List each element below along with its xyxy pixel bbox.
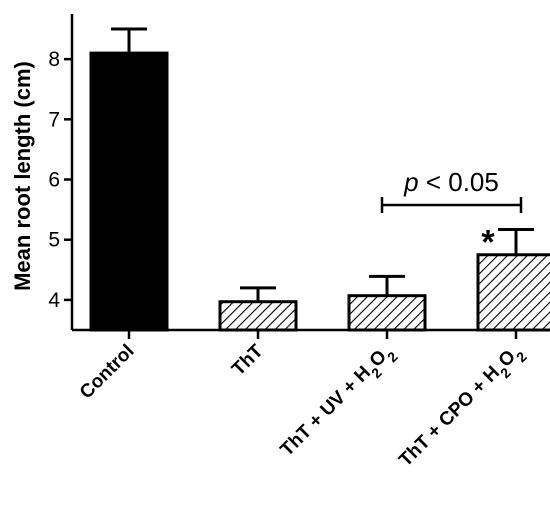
bar-2 — [347, 294, 427, 332]
x-tick-label-1: ThT — [228, 340, 268, 380]
y-tick-label-7: 7 — [48, 108, 60, 131]
bar-0 — [89, 51, 169, 332]
x-tick-label-2: ThT + UV + H2O2 — [277, 341, 401, 465]
x-tick-label-0: Control — [76, 341, 139, 404]
y-tick-label-4: 4 — [48, 289, 60, 312]
y-tick-label-6: 6 — [48, 169, 60, 192]
bar-1 — [218, 300, 298, 332]
y-tick-label-5: 5 — [48, 229, 60, 252]
bar-3 — [476, 253, 550, 332]
x-tick-label-3: ThT + CPO + H2O2 — [395, 341, 530, 476]
y-axis-title: Mean root length (cm) — [10, 61, 35, 291]
significance-star: * — [481, 223, 495, 261]
y-tick-label-8: 8 — [48, 48, 60, 71]
annotation-layer: p < 0.05 * — [380, 167, 523, 261]
significance-label: p < 0.05 — [403, 167, 499, 197]
